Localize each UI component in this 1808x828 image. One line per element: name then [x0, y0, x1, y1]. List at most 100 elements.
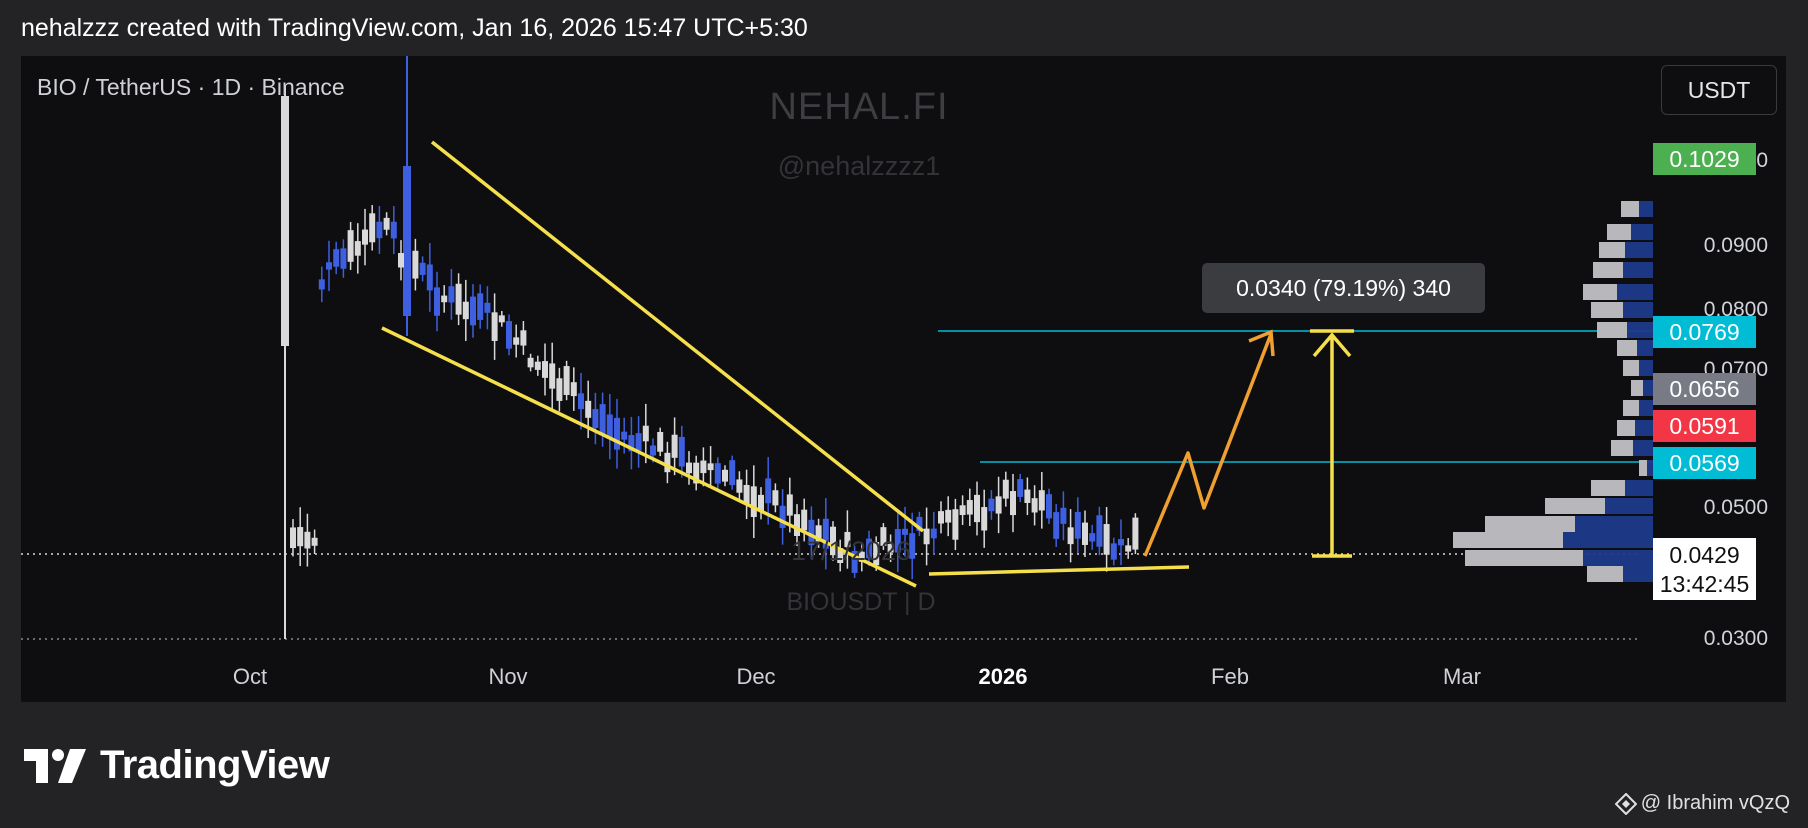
candle-body — [1089, 533, 1096, 542]
candle-body — [729, 460, 736, 486]
volume-profile-bar — [1627, 322, 1653, 338]
candle-body — [369, 213, 376, 243]
candle-body — [578, 393, 584, 410]
candle-body — [714, 463, 721, 484]
candle-body — [930, 528, 937, 539]
candle-body — [635, 433, 642, 451]
candle-body — [794, 514, 800, 536]
time-axis-tick: Oct — [232, 664, 268, 689]
volume-profile-bar — [1635, 420, 1653, 436]
candle-body — [678, 436, 685, 467]
candle-body — [657, 432, 664, 452]
candle-body — [1038, 490, 1045, 511]
candle-body — [534, 361, 541, 370]
candle-body — [851, 550, 858, 573]
time-axis-tick: Nov — [488, 664, 528, 689]
watermark-pair: BIOUSDT | D — [786, 588, 936, 616]
currency-button[interactable]: USDT — [1661, 65, 1777, 115]
candle-body — [426, 264, 433, 291]
candle-body — [354, 241, 361, 256]
candle-body — [959, 505, 966, 516]
candle-body — [700, 460, 707, 474]
support-line — [928, 565, 1190, 576]
projection-path — [1143, 333, 1273, 557]
price-axis-tick: 0.0900 — [1703, 234, 1768, 257]
candle-body — [563, 366, 570, 395]
volume-profile-bar — [1639, 201, 1653, 217]
candle-body — [693, 462, 700, 484]
candle-body — [498, 315, 505, 323]
candle-body — [1067, 527, 1074, 545]
candle-body — [880, 527, 887, 546]
candle-body — [570, 382, 577, 397]
price-tag-high: 0.1029 — [1653, 143, 1756, 175]
candle-body — [441, 295, 448, 303]
candle-body — [448, 286, 455, 303]
candle-body — [916, 516, 923, 531]
volume-profile-bar — [1631, 224, 1653, 240]
chart-area[interactable]: NEHAL.FI @nehalzzzz1 17/1/2026 BIOUSDT |… — [21, 56, 1786, 702]
candle-body — [786, 494, 793, 516]
candle-body — [362, 229, 368, 245]
candle-body — [750, 486, 757, 518]
volume-profile-bar — [1639, 400, 1653, 416]
time-axis-tick: Dec — [736, 664, 776, 689]
candle-body — [887, 543, 894, 553]
candle-body — [434, 287, 440, 316]
candle-body — [297, 527, 304, 547]
candle-body — [844, 531, 851, 548]
price-chart-canvas[interactable] — [21, 56, 1786, 702]
tradingview-logo[interactable]: TradingView — [24, 743, 330, 788]
candle-body — [779, 505, 786, 528]
candle-body — [542, 361, 548, 378]
candle-body — [376, 221, 383, 239]
candle-body — [455, 283, 462, 315]
volume-profile-bar — [1623, 400, 1639, 416]
time-axis-tick: Mar — [1443, 664, 1481, 689]
volume-profile-bar — [1625, 480, 1653, 496]
candle-body — [765, 478, 772, 504]
watermark-handle: @nehalzzzz1 — [777, 151, 941, 181]
candle-body — [1110, 543, 1117, 560]
candle-body — [311, 537, 318, 546]
volume-profile-bar — [1583, 550, 1653, 566]
candle-body — [506, 321, 512, 349]
wedge-upper-line — [430, 140, 925, 533]
candle-body — [1118, 539, 1124, 546]
binance-icon — [1614, 792, 1637, 815]
volume-profile-bar — [1633, 440, 1653, 456]
candle-body — [1053, 512, 1060, 539]
watermark-title: NEHAL.FI — [769, 86, 949, 128]
volume-profile-bar — [1593, 262, 1623, 278]
volume-profile-bar — [1597, 322, 1627, 338]
price-axis-tick: 0.0300 — [1703, 627, 1768, 650]
candle-body — [556, 378, 563, 401]
candle-body — [606, 414, 613, 439]
candle-body — [722, 469, 728, 482]
candle-body — [621, 431, 628, 440]
volume-profile-bar — [1591, 480, 1625, 496]
candle-body — [484, 302, 491, 313]
candle-body — [585, 400, 592, 418]
candle-body — [966, 500, 973, 515]
candle-body — [592, 409, 599, 429]
price-tag-resistance: 0.0569 — [1653, 447, 1756, 479]
volume-profile-bar — [1575, 516, 1653, 532]
volume-profile-bar — [1617, 340, 1637, 356]
candle-body — [902, 528, 908, 535]
candle-body — [858, 551, 865, 562]
candle-body — [952, 509, 959, 540]
candle-body — [470, 296, 476, 326]
candle-body — [1002, 479, 1009, 499]
volume-profile-bar — [1583, 284, 1617, 300]
time-axis-tick: 2026 — [978, 664, 1028, 689]
candle-body — [599, 404, 606, 436]
candle-body — [686, 462, 692, 474]
candle-body — [403, 166, 411, 316]
candle-body — [1010, 491, 1016, 516]
volume-profile-bar — [1623, 360, 1639, 376]
volume-profile-bar — [1621, 201, 1639, 217]
candle-body — [419, 262, 426, 275]
candle-body — [1132, 517, 1139, 550]
symbol-title[interactable]: BIO / TetherUS · 1D · Binance — [37, 74, 345, 100]
